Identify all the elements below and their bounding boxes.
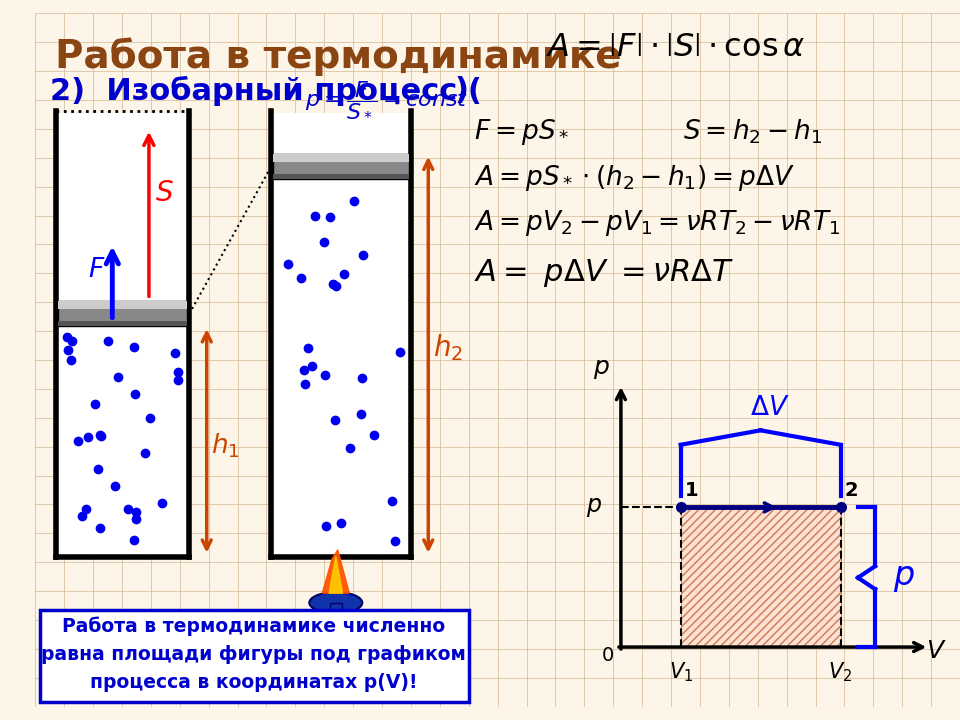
Text: 1: 1 — [684, 481, 698, 500]
Bar — [59, 301, 187, 326]
Text: $p$: $p$ — [593, 357, 610, 381]
Text: $h_1$: $h_1$ — [210, 431, 239, 460]
Text: $V_1$: $V_1$ — [668, 660, 693, 684]
Text: Работа в термодинамике: Работа в термодинамике — [55, 37, 621, 76]
Text: $A = \left|F\right| \cdot \left|S\right| \cdot \cos\alpha$: $A = \left|F\right| \cdot \left|S\right|… — [546, 32, 805, 63]
Text: $F = pS_*$: $F = pS_*$ — [473, 117, 569, 148]
Bar — [59, 321, 187, 326]
Text: $A = pV_2 - pV_1 = \nu RT_2 - \nu RT_1$: $A = pV_2 - pV_1 = \nu RT_2 - \nu RT_1$ — [473, 208, 840, 238]
Bar — [59, 301, 187, 309]
Bar — [274, 113, 409, 556]
Polygon shape — [329, 557, 343, 593]
Bar — [681, 508, 841, 647]
Text: $V$: $V$ — [925, 639, 947, 663]
Ellipse shape — [309, 592, 362, 613]
Text: $p$: $p$ — [893, 561, 915, 594]
Text: $p$: $p$ — [586, 495, 602, 519]
Text: 0: 0 — [601, 646, 613, 665]
Text: $S = h_2 - h_1$: $S = h_2 - h_1$ — [683, 117, 822, 145]
Text: $V_2$: $V_2$ — [828, 660, 852, 684]
Text: $\Delta V$: $\Delta V$ — [751, 395, 790, 420]
Text: 2)  Изобарный процесс (: 2) Изобарный процесс ( — [50, 76, 482, 106]
Bar — [274, 154, 409, 179]
Bar — [681, 508, 841, 647]
Text: $h_2$: $h_2$ — [433, 332, 463, 363]
Polygon shape — [323, 550, 349, 593]
Text: ): ) — [454, 76, 468, 105]
Bar — [40, 611, 468, 702]
Text: 2: 2 — [845, 481, 858, 500]
Bar — [274, 174, 409, 179]
Text: $S$: $S$ — [155, 179, 174, 207]
Bar — [274, 154, 409, 161]
Bar — [330, 603, 342, 624]
Text: $A = pS_* \cdot (h_2 - h_1) = p\Delta V$: $A = pS_* \cdot (h_2 - h_1) = p\Delta V$ — [473, 163, 795, 192]
Text: $F$: $F$ — [88, 257, 106, 283]
Text: Работа в термодинамике численно
равна площади фигуры под графиком
процесса в коо: Работа в термодинамике численно равна пл… — [41, 616, 467, 692]
Text: $p = \dfrac{F}{S_*} = const$: $p = \dfrac{F}{S_*} = const$ — [305, 80, 468, 119]
Bar — [59, 113, 187, 556]
Text: $A =\ p\Delta V\ =\nu R\Delta T$: $A =\ p\Delta V\ =\nu R\Delta T$ — [473, 257, 733, 289]
